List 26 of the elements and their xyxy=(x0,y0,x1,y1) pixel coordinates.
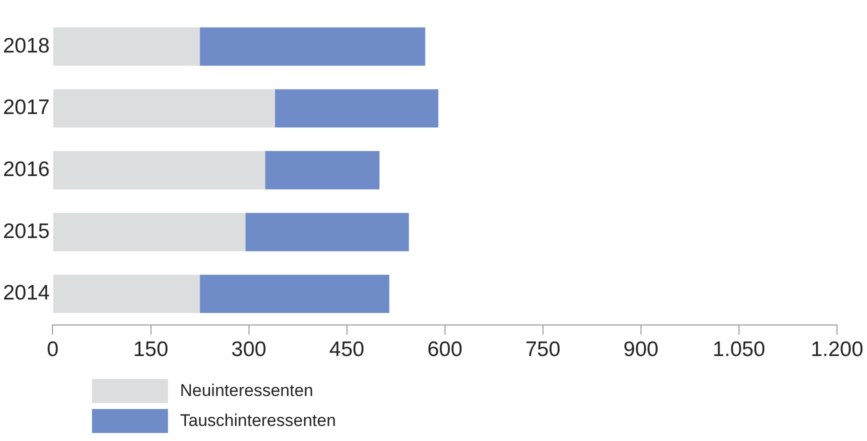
y-tick-label: 2015 xyxy=(3,220,50,243)
bar xyxy=(200,274,390,314)
y-tick-label: 2017 xyxy=(3,96,50,120)
x-tick-label: 450 xyxy=(329,338,364,362)
legend-label: Tauschinteressenten xyxy=(180,411,336,431)
x-tick-label: 0 xyxy=(46,338,59,362)
legend-label: Neuinteressenten xyxy=(180,381,314,401)
y-tick-label: 2016 xyxy=(3,158,50,181)
x-tick-label: 1.200 xyxy=(810,338,864,362)
bar xyxy=(53,89,275,128)
bar xyxy=(246,212,409,252)
y-tick-label: 2018 xyxy=(3,34,50,58)
x-tick-label: 150 xyxy=(133,338,168,362)
bar xyxy=(53,212,246,252)
bar xyxy=(53,274,200,314)
bar xyxy=(200,27,426,66)
y-tick-label: 2014 xyxy=(3,282,50,305)
bar xyxy=(274,89,438,128)
x-tick-label: 600 xyxy=(427,338,462,362)
x-tick-label: 750 xyxy=(525,338,560,362)
x-tick-label: 900 xyxy=(623,338,658,362)
x-tick-label: 1.050 xyxy=(712,338,766,362)
bar xyxy=(53,27,200,66)
bar xyxy=(265,151,380,190)
x-tick-label: 300 xyxy=(231,338,266,362)
bar xyxy=(53,151,266,190)
